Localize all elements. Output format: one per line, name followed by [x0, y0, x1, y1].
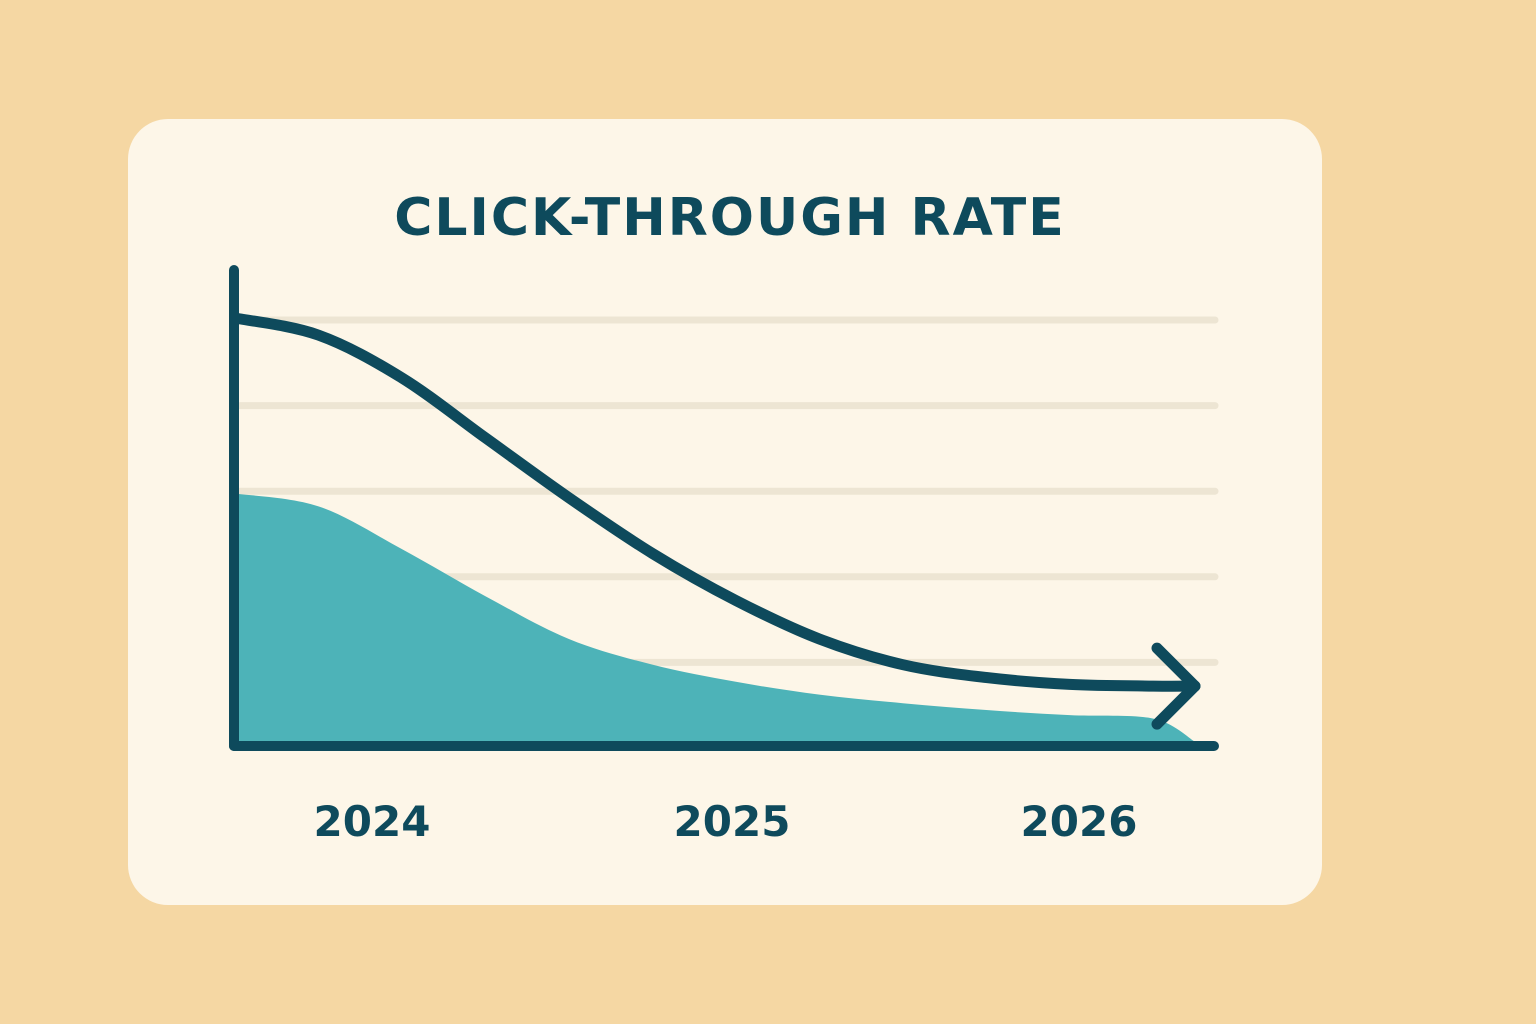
x-tick-label: 2024 [314, 797, 431, 846]
x-tick-label: 2025 [674, 797, 791, 846]
line-series [229, 312, 1201, 692]
arrowhead [1151, 642, 1201, 730]
area-series [235, 493, 1195, 746]
chart-title: CLICK-THROUGH RATE [394, 188, 1066, 248]
x-tick-label: 2026 [1021, 797, 1138, 846]
